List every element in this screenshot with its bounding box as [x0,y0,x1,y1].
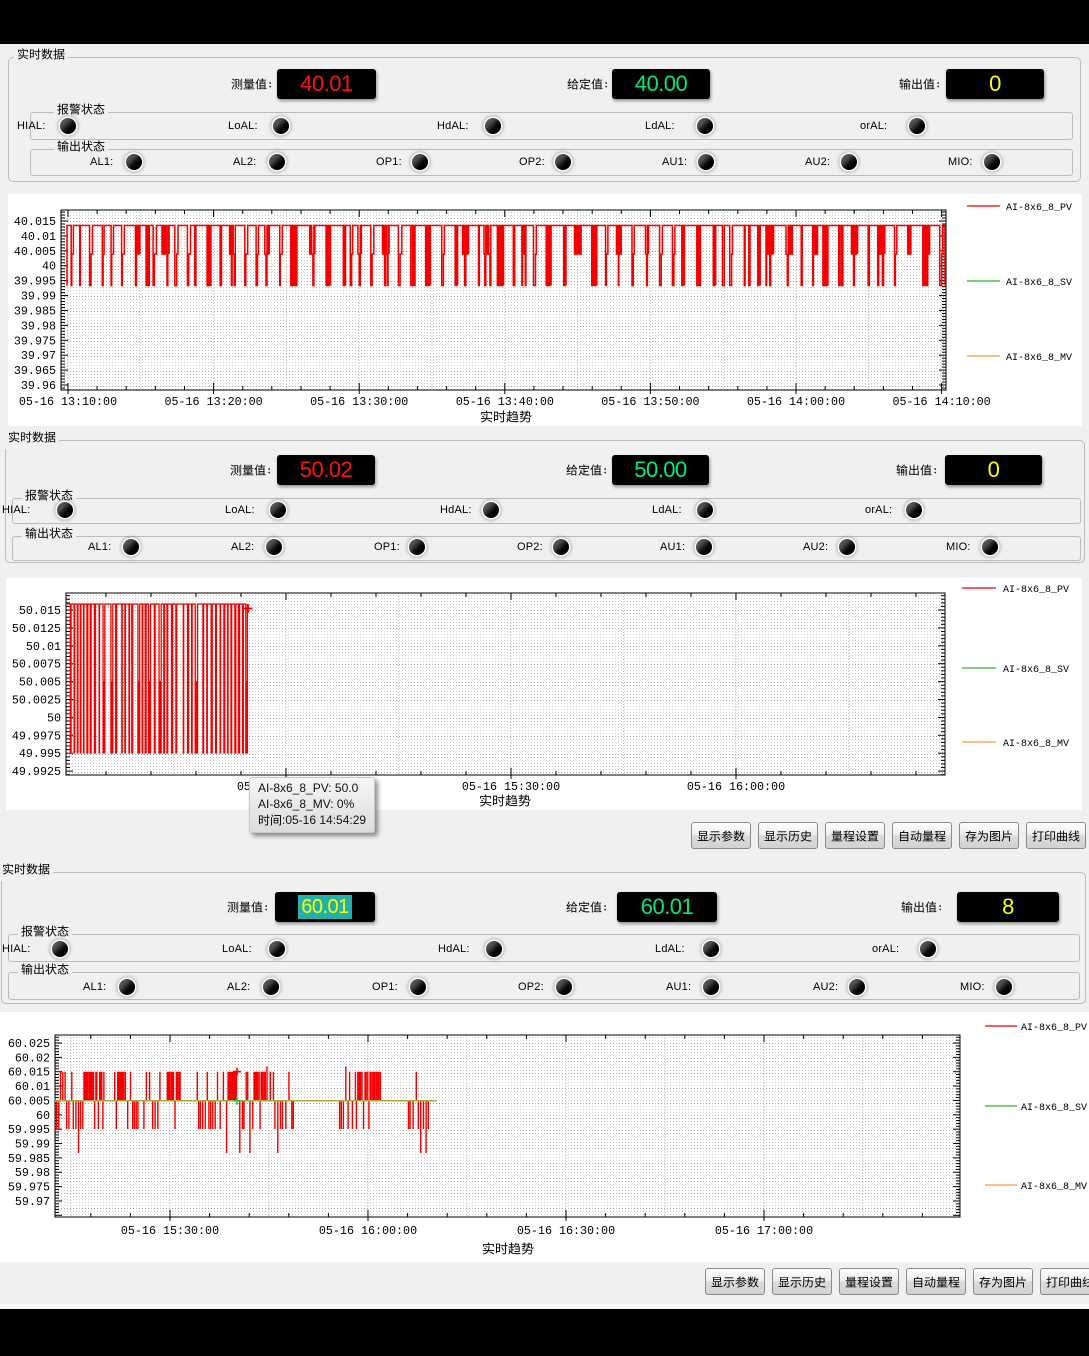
svg-text:AI-8x6_8_SV: AI-8x6_8_SV [1006,278,1072,289]
svg-text:59.99: 59.99 [15,1138,50,1152]
svg-text:05-16 13:30:00: 05-16 13:30:00 [310,395,408,409]
svg-text:AI-8x6_8_PV: AI-8x6_8_PV [1003,585,1069,596]
svg-text:AI-8x6_8_PV: AI-8x6_8_PV [1006,203,1072,214]
svg-text:50.0025: 50.0025 [12,694,61,708]
svg-text:40: 40 [42,260,56,274]
svg-text:05-16 17:00:00: 05-16 17:00:00 [715,1224,813,1238]
svg-text:39.99: 39.99 [21,290,56,304]
svg-text:AI-8x6_8_PV: AI-8x6_8_PV [1021,1023,1087,1034]
svg-text:49.995: 49.995 [19,747,61,761]
svg-text:39.995: 39.995 [14,275,56,289]
svg-text:50.01: 50.01 [26,640,61,654]
svg-text:40.005: 40.005 [14,245,56,259]
svg-text:05-16 14:10:00: 05-16 14:10:00 [892,395,990,409]
svg-text:59.995: 59.995 [8,1123,50,1137]
svg-text:40.01: 40.01 [21,230,56,244]
svg-text:49.9925: 49.9925 [12,765,61,779]
svg-text:05-16 15:30:00: 05-16 15:30:00 [121,1224,219,1238]
svg-text:39.98: 39.98 [21,319,56,333]
svg-text:05-16 16:30:00: 05-16 16:30:00 [517,1224,615,1238]
svg-text:60.005: 60.005 [8,1094,50,1108]
svg-text:39.985: 39.985 [14,304,56,318]
svg-text:39.97: 39.97 [21,349,56,363]
svg-text:39.975: 39.975 [14,334,56,348]
svg-text:50.0075: 50.0075 [12,658,61,672]
svg-text:60.025: 60.025 [8,1037,50,1051]
svg-text:AI-8x6_8_SV: AI-8x6_8_SV [1021,1103,1087,1114]
svg-text:05-16 13:20:00: 05-16 13:20:00 [164,395,262,409]
svg-text:60.015: 60.015 [8,1066,50,1080]
svg-text:39.96: 39.96 [21,379,56,393]
svg-text:59.985: 59.985 [8,1152,50,1166]
svg-text:50: 50 [47,711,61,725]
svg-text:05-16 16:00:00: 05-16 16:00:00 [687,780,785,794]
svg-text:50.0125: 50.0125 [12,622,61,636]
svg-text:60: 60 [36,1109,50,1123]
svg-text:05-16 14:00:00: 05-16 14:00:00 [747,395,845,409]
svg-text:05-16 13:10:00: 05-16 13:10:00 [19,395,117,409]
svg-text:AI-8x6_8_SV: AI-8x6_8_SV [1003,665,1069,676]
svg-text:AI-8x6_8_MV: AI-8x6_8_MV [1006,353,1072,364]
svg-text:05-16 15:30:00: 05-16 15:30:00 [462,780,560,794]
svg-text:AI-8x6_8_MV: AI-8x6_8_MV [1021,1182,1087,1193]
svg-text:05-16 16:00:00: 05-16 16:00:00 [319,1224,417,1238]
svg-text:60.02: 60.02 [15,1051,50,1065]
svg-text:49.9975: 49.9975 [12,729,61,743]
svg-text:59.98: 59.98 [15,1166,50,1180]
svg-text:50.005: 50.005 [19,676,61,690]
svg-text:05-16 13:50:00: 05-16 13:50:00 [601,395,699,409]
svg-text:50.015: 50.015 [19,604,61,618]
svg-text:60.01: 60.01 [15,1080,50,1094]
svg-text:59.97: 59.97 [15,1195,50,1209]
svg-text:59.975: 59.975 [8,1181,50,1195]
svg-text:05-16 13:40:00: 05-16 13:40:00 [456,395,554,409]
svg-text:AI-8x6_8_MV: AI-8x6_8_MV [1003,739,1069,750]
svg-text:40.015: 40.015 [14,215,56,229]
svg-text:39.965: 39.965 [14,364,56,378]
